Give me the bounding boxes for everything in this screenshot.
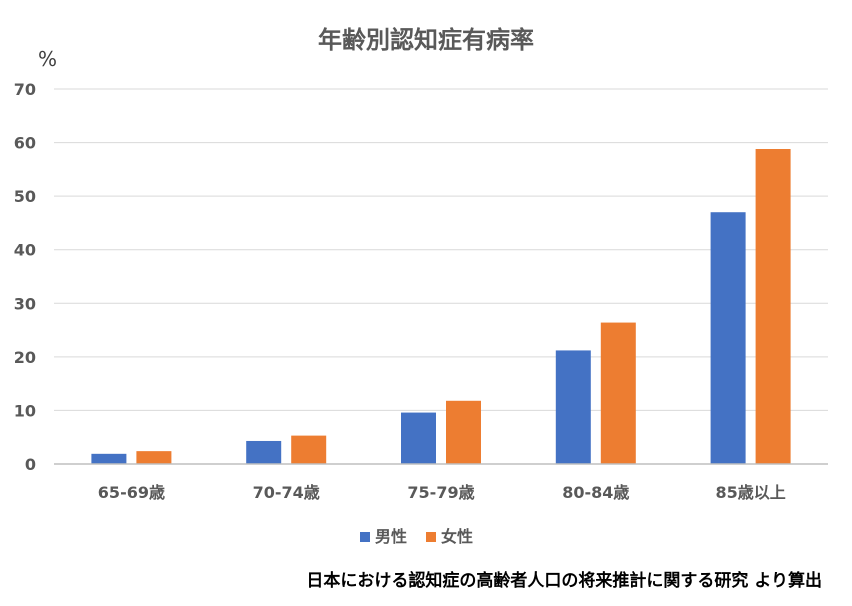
bar-female-1	[291, 435, 327, 464]
legend-swatch-male	[360, 532, 370, 542]
bar-female-2	[446, 400, 481, 464]
y-tick-label: 10	[14, 401, 36, 420]
bar-male-2	[401, 412, 436, 464]
y-tick-label: 50	[14, 187, 36, 206]
source-note: 日本における認知症の高齢者人口の将来推計に関する研究 より算出	[306, 570, 822, 591]
bar-male-3	[555, 350, 591, 464]
bar-female-0	[136, 451, 172, 464]
bar-female-3	[600, 322, 636, 464]
x-category-label: 80-84歳	[562, 483, 629, 502]
bars	[91, 149, 791, 464]
y-tick-label: 30	[14, 294, 36, 313]
y-tick-label: 70	[14, 80, 36, 99]
legend-swatch-female	[426, 532, 436, 542]
legend-label-female: 女性	[441, 527, 473, 546]
x-category-label: 85歳以上	[715, 483, 785, 502]
x-category-label: 65-69歳	[98, 483, 165, 502]
y-tick-label: 40	[14, 241, 36, 260]
y-tick-label: 60	[14, 134, 36, 153]
bar-male-0	[91, 453, 127, 464]
chart-title: 年齢別認知症有病率	[318, 26, 534, 54]
x-category-label: 70-74歳	[253, 483, 320, 502]
legend: 男性 女性	[360, 527, 473, 546]
legend-label-male: 男性	[375, 527, 407, 546]
gridlines	[54, 88, 828, 411]
bar-male-4	[710, 212, 746, 464]
x-category-label: 75-79歳	[407, 483, 474, 502]
y-tick-label: 0	[25, 455, 36, 474]
bar-male-1	[246, 440, 282, 464]
bar-female-4	[755, 149, 791, 464]
labels: 0 10 20 30 40 50 60 70 65-69歳 70-74歳 75-79歳 80-84歳 8…	[14, 80, 786, 502]
y-axis-unit-label: %	[38, 47, 57, 71]
y-tick-label: 20	[14, 348, 36, 367]
